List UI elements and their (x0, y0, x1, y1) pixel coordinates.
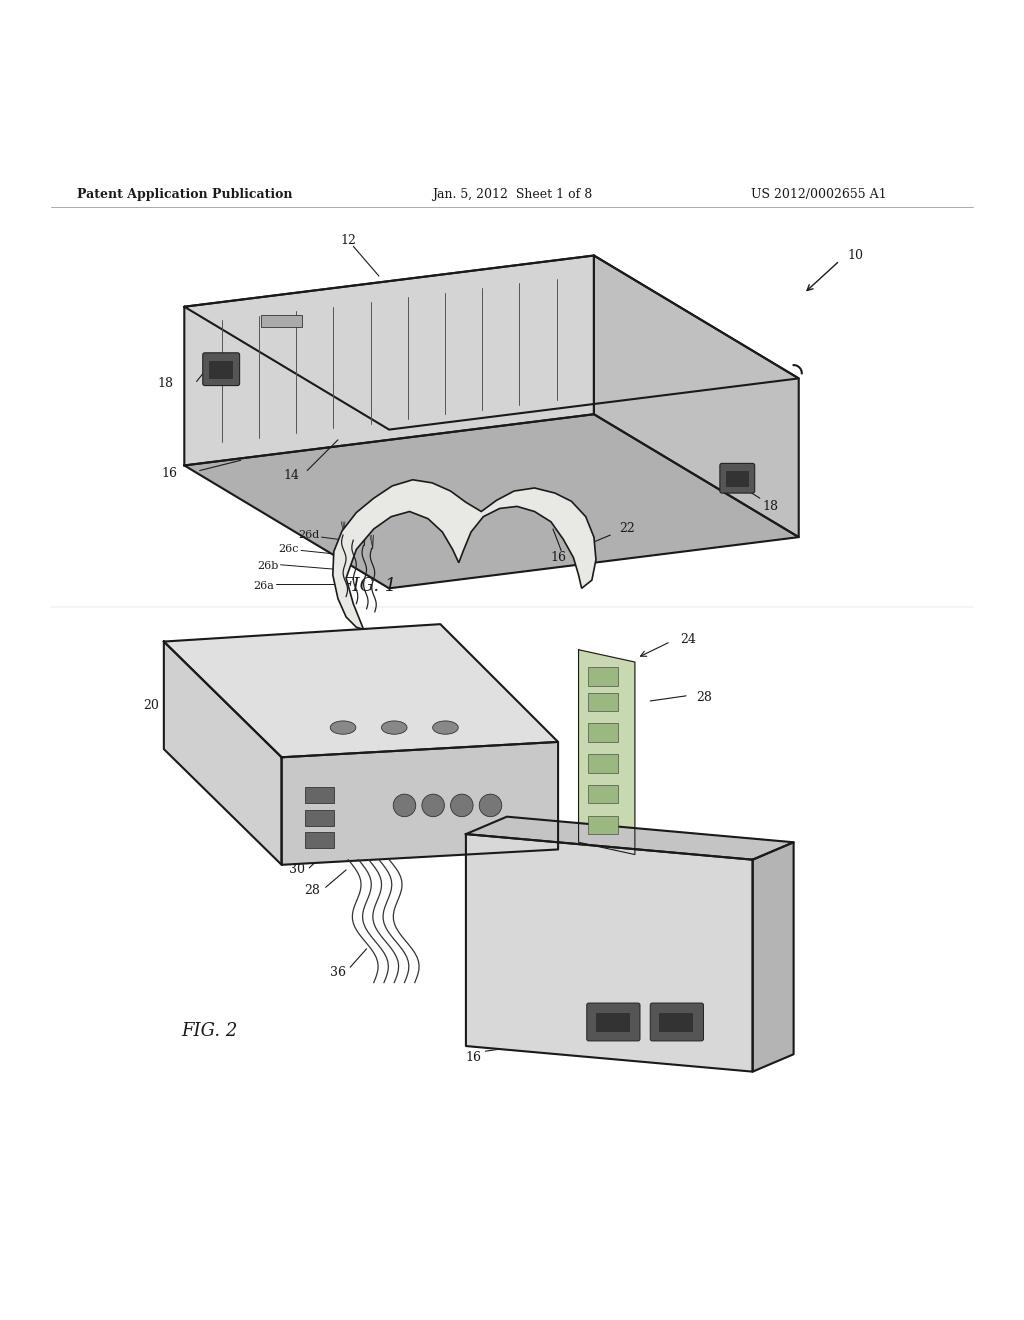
Text: 28: 28 (304, 884, 321, 896)
Polygon shape (579, 649, 635, 854)
Polygon shape (164, 624, 558, 758)
Polygon shape (164, 642, 282, 865)
Bar (305, 832, 334, 849)
Bar (305, 787, 334, 804)
Text: FIG. 2: FIG. 2 (181, 1022, 239, 1040)
Circle shape (479, 795, 502, 817)
Text: 22: 22 (618, 523, 635, 536)
Bar (596, 1014, 630, 1032)
Polygon shape (184, 256, 799, 429)
Bar (588, 693, 618, 711)
FancyBboxPatch shape (720, 463, 755, 494)
Bar (588, 754, 618, 772)
FancyBboxPatch shape (587, 1003, 640, 1041)
Bar (261, 315, 302, 327)
Bar (588, 785, 618, 804)
Text: 20: 20 (143, 698, 160, 711)
Text: 30: 30 (289, 863, 305, 876)
Text: 26c: 26c (279, 544, 299, 554)
Ellipse shape (381, 721, 408, 734)
Text: US 2012/0002655 A1: US 2012/0002655 A1 (752, 187, 887, 201)
Text: 16: 16 (465, 1051, 481, 1064)
Text: 24: 24 (680, 634, 696, 645)
Bar (588, 667, 618, 685)
Circle shape (422, 795, 444, 817)
Bar (305, 809, 334, 826)
Text: 18: 18 (763, 500, 779, 513)
Text: 16: 16 (550, 552, 566, 564)
Text: Patent Application Publication: Patent Application Publication (77, 187, 292, 201)
Text: 16: 16 (289, 843, 305, 855)
Text: 26b: 26b (257, 561, 279, 570)
PathPatch shape (333, 479, 596, 630)
Bar (588, 723, 618, 742)
Polygon shape (594, 256, 799, 537)
Text: 26a: 26a (254, 581, 274, 591)
Ellipse shape (432, 721, 459, 734)
Text: 16: 16 (287, 822, 303, 836)
Bar (659, 1014, 693, 1032)
FancyBboxPatch shape (650, 1003, 703, 1041)
Text: Jan. 5, 2012  Sheet 1 of 8: Jan. 5, 2012 Sheet 1 of 8 (432, 187, 592, 201)
Text: FIG. 1: FIG. 1 (340, 577, 397, 595)
Text: 12: 12 (340, 234, 356, 247)
Bar (726, 470, 749, 487)
Text: 12: 12 (758, 904, 774, 917)
Circle shape (451, 795, 473, 817)
Polygon shape (466, 834, 753, 1072)
Polygon shape (466, 817, 794, 859)
Polygon shape (184, 256, 594, 466)
Text: 37: 37 (596, 710, 612, 723)
Circle shape (393, 795, 416, 817)
Text: 10: 10 (847, 249, 863, 261)
Text: 14: 14 (284, 469, 300, 482)
Ellipse shape (330, 721, 356, 734)
Polygon shape (184, 414, 799, 589)
Text: 16: 16 (161, 467, 177, 480)
Text: 18: 18 (158, 378, 174, 389)
Text: 26d: 26d (298, 531, 319, 540)
Polygon shape (282, 742, 558, 865)
Bar (209, 360, 233, 379)
Text: 36: 36 (330, 966, 346, 979)
Text: 28: 28 (696, 692, 713, 705)
Bar (588, 816, 618, 834)
Polygon shape (753, 842, 794, 1072)
FancyBboxPatch shape (203, 352, 240, 385)
